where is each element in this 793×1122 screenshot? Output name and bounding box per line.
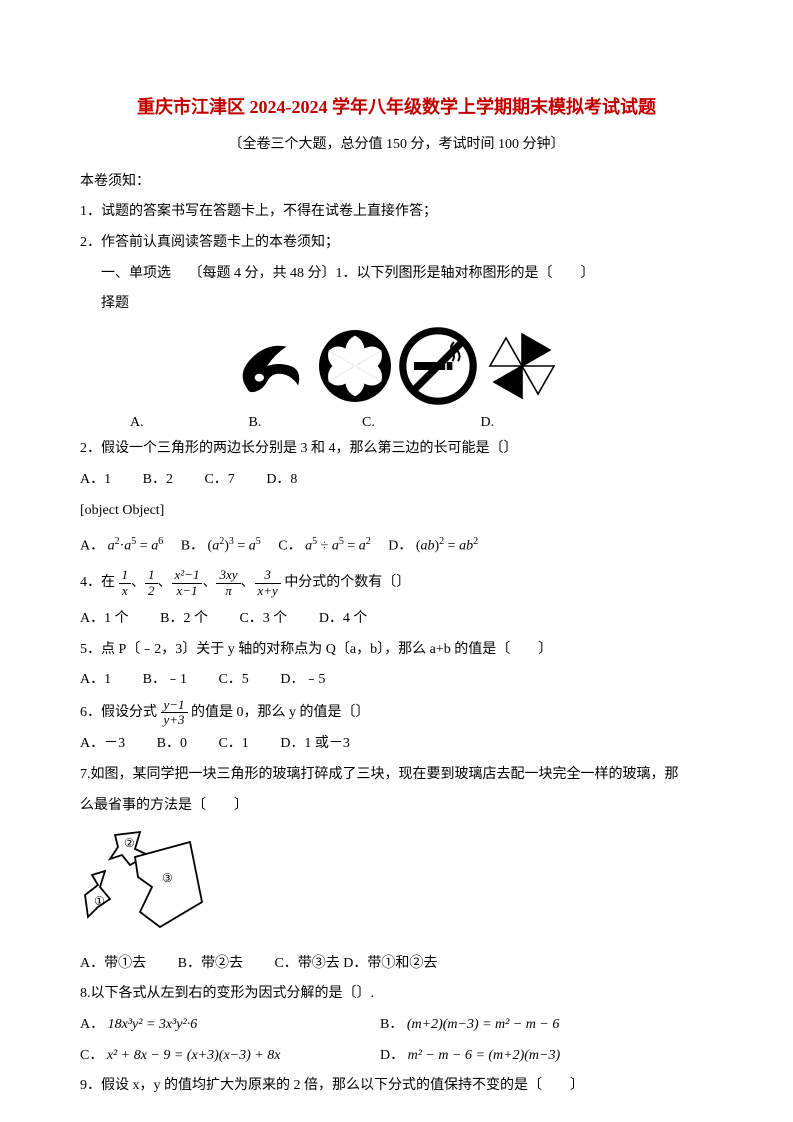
q6-opts: A．－3 B．0 C．1 D．1 或－3 xyxy=(80,731,713,758)
q1-opt-a: A. xyxy=(130,410,245,437)
section-1: 一、单项选 〔每题 4 分，共 48 分〕1．以下列图形是轴对称图形的是〔 〕 xyxy=(80,261,713,288)
q1-images xyxy=(80,326,713,406)
title-text: 重庆市江津区 2024-2024 学年八年级数学上学期期末模拟考试试题 xyxy=(137,97,656,117)
q2-c: C．7 xyxy=(204,472,234,487)
pinwheel-icon xyxy=(482,326,562,406)
q5-a: A．1 xyxy=(80,672,111,687)
q5-opts: A．1 B．﹣1 C．5 D．﹣5 xyxy=(80,667,713,694)
q4: 4．在 1x、12、x²−1x−1、3xyπ、3x+y 中分式的个数有〔〕 xyxy=(80,568,713,598)
telecom-icon xyxy=(231,331,311,401)
q2-a: A．1 xyxy=(80,472,111,487)
q6-c: C．1 xyxy=(218,736,248,751)
section-1b: 〔每题 4 分，共 48 分〕1．以下列图形是轴对称图形的是〔 〕 xyxy=(189,266,595,281)
q4-a: A．1 个 xyxy=(80,611,129,626)
q1-opt-c: C. xyxy=(362,410,477,437)
q3-opts: A． a2·a5 = a6 B． (a2)3 = a5 C． a5 ÷ a5 =… xyxy=(80,532,713,560)
q5: 5．点 P〔﹣2，3〕关于 y 轴的对称点为 Q〔a，b〕，那么 a+b 的值是… xyxy=(80,637,713,664)
q7-a: A．带①去 xyxy=(80,956,146,971)
q2: 2．假设一个三角形的两边长分别是 3 和 4，那么第三边的长可能是〔〕 xyxy=(80,436,713,463)
q6-b: B．0 xyxy=(157,736,187,751)
q7-c: C．带③去 D．带①和②去 xyxy=(274,956,437,971)
q1-options: A. B. C. D. xyxy=(80,410,713,437)
q8-row2: C． x² + 8x − 9 = (x+3)(x−3) + 8xD． m² − … xyxy=(80,1043,713,1070)
q6-a: A．－3 xyxy=(80,736,125,751)
q4-b: B．2 个 xyxy=(160,611,208,626)
notice-2: 2．作答前认真阅读答题卡上的本卷须知； xyxy=(80,230,713,257)
q2-d: D．8 xyxy=(266,472,297,487)
q4-opts: A．1 个 B．2 个 C．3 个 D．4 个 xyxy=(80,606,713,633)
svg-text:③: ③ xyxy=(162,871,173,885)
q7b: 么最省事的方法是〔 〕 xyxy=(80,793,713,820)
q6: 6．假设分式 y−1y+3 的值是 0，那么 y 的值是〔〕 xyxy=(80,698,713,728)
subtitle: 〔全卷三个大题，总分值 150 分，考试时间 100 分钟〕 xyxy=(80,132,713,159)
q6-d: D．1 或－3 xyxy=(280,736,350,751)
q7a: 7.如图，某同学把一块三角形的玻璃打碎成了三块，现在要到玻璃店去配一块完全一样的… xyxy=(80,762,713,789)
q5-d: D．﹣5 xyxy=(280,672,325,687)
q7-figure: ① ② ③ xyxy=(80,827,713,943)
section-1a: 一、单项选 xyxy=(101,266,171,281)
q5-b: B．﹣1 xyxy=(143,672,187,687)
q7-b: B．带②去 xyxy=(178,956,243,971)
no-smoking-icon xyxy=(398,326,478,406)
section-1c: 择题 xyxy=(80,291,713,318)
q5-c: C．5 xyxy=(218,672,248,687)
q9: 9．假设 x，y 的值均扩大为原来的 2 倍，那么以下分式的值保持不变的是〔 〕 xyxy=(80,1073,713,1100)
q4-d: D．4 个 xyxy=(319,611,368,626)
q1-opt-d: D. xyxy=(481,410,495,437)
q8: 8.以下各式从左到右的变形为因式分解的是〔〕. xyxy=(80,981,713,1008)
flower-icon xyxy=(315,326,395,406)
q8-row1: A． 18x³y² = 3x³y²·6B． (m+2)(m−3) = m² − … xyxy=(80,1012,713,1039)
notice-head: 本卷须知： xyxy=(80,169,713,196)
svg-text:①: ① xyxy=(94,894,105,908)
q3: [object Object] xyxy=(80,498,713,525)
q7-opts: A．带①去 B．带②去 C．带③去 D．带①和②去 xyxy=(80,951,713,978)
q1-opt-b: B. xyxy=(249,410,359,437)
q2-b: B．2 xyxy=(143,472,173,487)
svg-text:②: ② xyxy=(124,836,135,850)
q2-opts: A．1 B．2 C．7 D．8 xyxy=(80,467,713,494)
notice-1: 1．试题的答案书写在答题卡上，不得在试卷上直接作答； xyxy=(80,199,713,226)
page-title: 重庆市江津区 2024-2024 学年八年级数学上学期期末模拟考试试题 xyxy=(80,90,713,124)
q4-c: C．3 个 xyxy=(239,611,287,626)
